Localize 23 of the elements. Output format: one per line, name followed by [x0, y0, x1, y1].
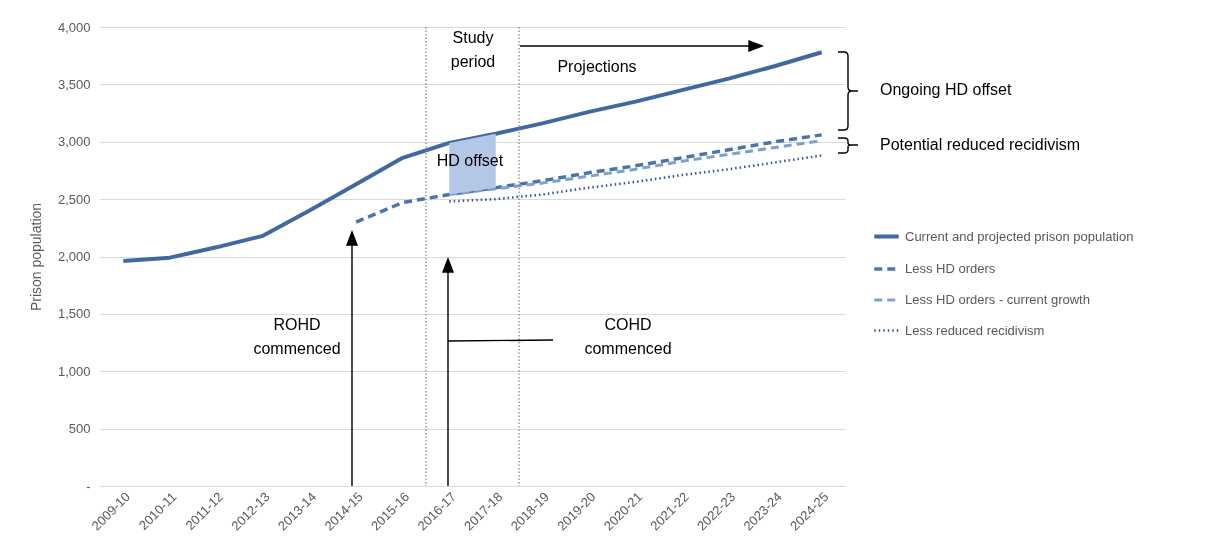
annotation: Projections [557, 58, 637, 75]
legend-label: Less HD orders - current growth [905, 292, 1090, 307]
y-tick-label: 2,500 [57, 191, 91, 207]
legend-label: Less reduced recidivism [905, 322, 1045, 338]
text: Ongoing HD offset [880, 81, 1012, 98]
y-axis-title: Prison population [27, 202, 44, 312]
y-tick-label: 1,000 [57, 363, 91, 379]
legend-label: Current and projected prison population [905, 228, 1134, 244]
annotation: ROHD commenced [253, 316, 341, 357]
legend-label: Less HD orders [905, 261, 996, 276]
line-series [354, 133, 824, 224]
annotation: COHD commenced [584, 316, 672, 357]
y-tick-label: 3,500 [57, 76, 91, 92]
y-tick-label: 4,000 [57, 19, 91, 35]
y-tick-label: 500 [68, 421, 91, 437]
annotation: HD offset [436, 152, 504, 169]
text: Potential reduced recidivism [880, 136, 1081, 153]
y-tick-label: - [86, 478, 91, 494]
annotation: Study period [450, 29, 496, 70]
y-tick-label: 1,500 [57, 306, 91, 322]
line-series [121, 50, 824, 264]
y-tick-label: 2,000 [57, 249, 91, 264]
y-tick-label: 3,000 [57, 134, 91, 150]
